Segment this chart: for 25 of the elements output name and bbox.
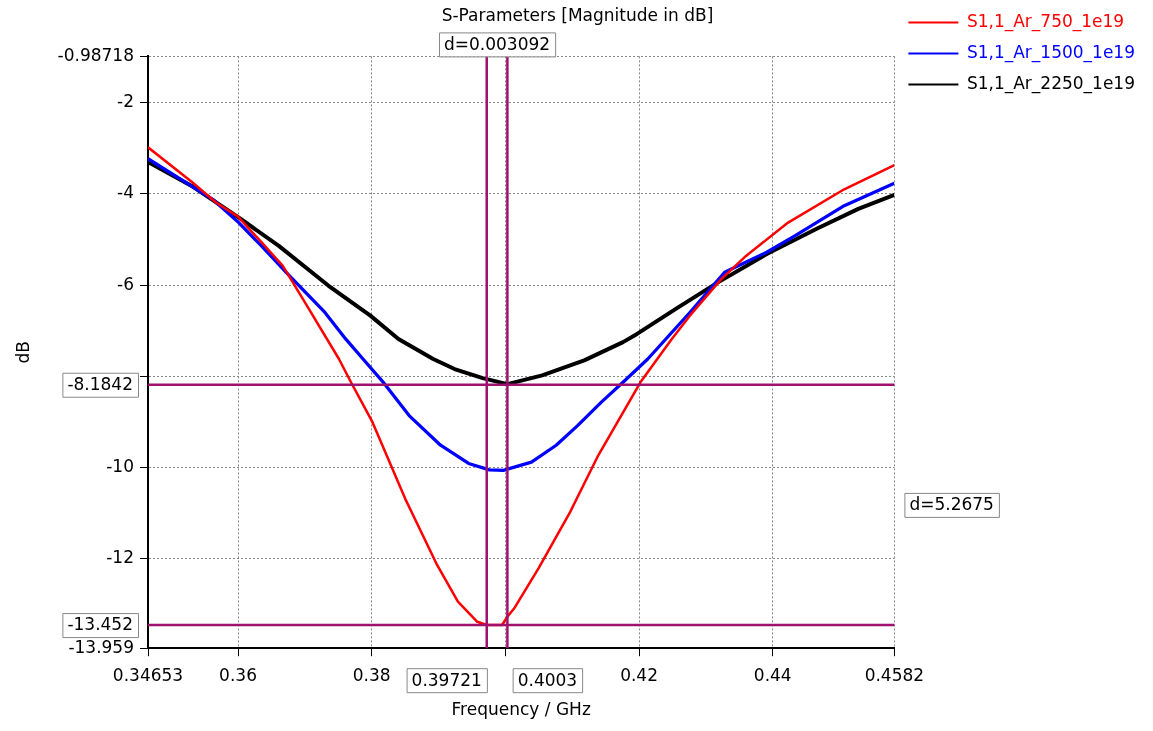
y-tick-label: -13.959 (68, 636, 134, 657)
x-tick-label: 0.42 (620, 664, 658, 685)
x-tick-label: 0.36 (219, 664, 257, 685)
ref-line-label: -8.1842 (67, 374, 133, 395)
ref-line-label: -13.452 (67, 614, 133, 635)
y-tick-label: -10 (106, 456, 134, 476)
legend-label: S1,1_Ar_750_1e19 (966, 10, 1125, 32)
ref-line-label: 0.39721 (411, 669, 482, 690)
x-tick-label: 0.38 (352, 664, 391, 685)
x-tick-label: 0.44 (753, 664, 792, 685)
y-tick-label: -2 (117, 91, 134, 112)
y-tick-label: -6 (117, 273, 134, 294)
text: d=5.2675 (909, 494, 994, 515)
y-tick-label: -4 (117, 182, 134, 203)
x-tick-label: 0.34653 (112, 664, 184, 685)
legend-label: S1,1_Ar_1500_1e19 (966, 41, 1136, 63)
legend-label: S1,1_Ar_2250_1e19 (966, 72, 1136, 94)
y-axis-title: dB (12, 341, 33, 364)
y-tick-label: -0.98718 (57, 44, 134, 65)
chart-title: S-Parameters [Magnitude in dB] (441, 4, 714, 25)
x-tick-label: 0.4582 (864, 664, 925, 685)
y-tick-label: -12 (106, 547, 134, 568)
text: d=0.003092 (443, 33, 551, 54)
ref-line-label: 0.4003 (517, 669, 578, 690)
x-axis-title: Frequency / GHz (451, 699, 591, 720)
